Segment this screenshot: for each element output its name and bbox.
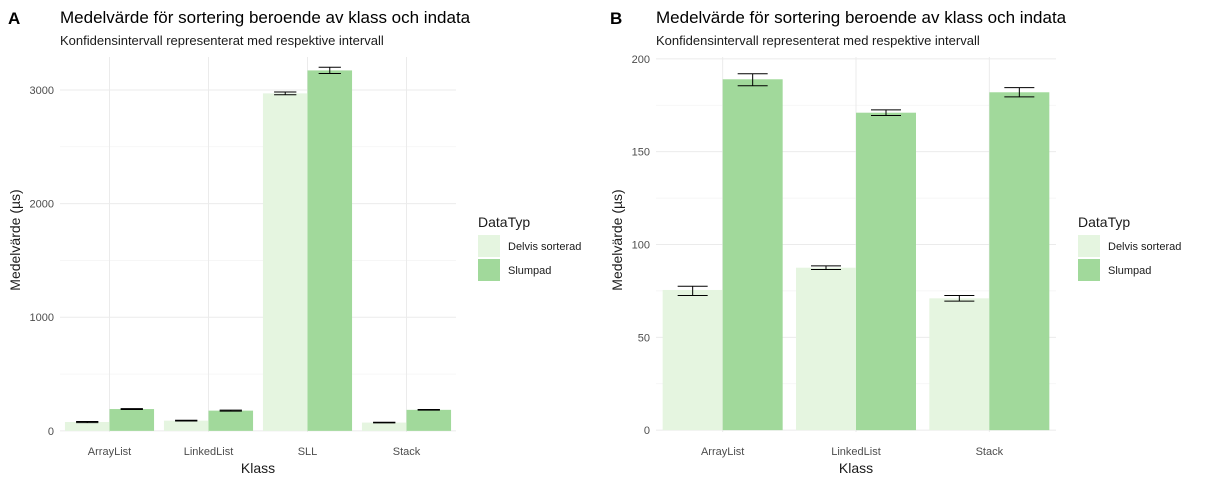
- bar-slumpad-arraylist: [722, 79, 783, 431]
- panel-a-subtitle: Konfidensintervall representerat med res…: [60, 33, 384, 48]
- panel-a-y-tick-label: 2000: [30, 199, 54, 211]
- errorbar-slumpad-linkedlist: [871, 109, 901, 116]
- panel-b-y-ticks: 0 50 100 150 200: [632, 54, 650, 437]
- bar-slumpad-sll: [307, 70, 353, 431]
- panel-b-y-tick-label: 50: [638, 332, 650, 344]
- panel-a-x-tick-label: Stack: [393, 446, 421, 458]
- bar-delvis-sorterad-sll: [262, 93, 308, 431]
- errorbar-delvis-sorterad-linkedlist: [811, 265, 841, 271]
- panel-a-legend-label-delvis-sorterad: Delvis sorterad: [508, 241, 581, 253]
- panel-a-legend-title: DataTyp: [478, 214, 530, 230]
- panel-b-subtitle: Konfidensintervall representerat med res…: [656, 33, 980, 48]
- bar-delvis-sorterad-stack: [929, 298, 990, 431]
- panel-a-y-ticks: 0 1000 2000 3000: [30, 85, 54, 438]
- panel-b-tag: B: [610, 9, 622, 28]
- panel-a-x-ticks: ArrayList LinkedList SLL Stack: [88, 446, 421, 458]
- panel-a-tag: A: [8, 9, 20, 28]
- panel-a-legend-swatch-delvis-sorterad: [478, 235, 500, 257]
- bar-slumpad-stack: [406, 409, 452, 431]
- panel-b-x-tick-label: Stack: [976, 446, 1004, 458]
- bar-slumpad-stack: [989, 92, 1050, 431]
- panel-b-y-tick-label: 100: [632, 240, 650, 252]
- panel-a-legend-label-slumpad: Slumpad: [508, 265, 551, 277]
- panel-b-x-tick-label: ArrayList: [701, 446, 744, 458]
- panel-a-x-tick-label: ArrayList: [88, 446, 131, 458]
- panel-b-y-tick-label: 200: [632, 54, 650, 66]
- panel-a-x-tick-label: LinkedList: [184, 446, 234, 458]
- panel-b-y-tick-label: 150: [632, 147, 650, 159]
- bar-slumpad-linkedlist: [856, 112, 916, 431]
- panel-b: B Medelvärde för sortering beroende av k…: [609, 8, 1181, 476]
- panel-b-title: Medelvärde för sortering beroende av kla…: [656, 8, 1067, 27]
- bar-delvis-sorterad-arraylist: [64, 422, 110, 431]
- panel-b-legend-label-delvis-sorterad: Delvis sorterad: [1108, 241, 1181, 253]
- bar-slumpad-linkedlist: [208, 410, 254, 431]
- panel-a-title: Medelvärde för sortering beroende av kla…: [60, 8, 471, 27]
- panel-b-y-tick-label: 0: [644, 425, 650, 437]
- panel-b-x-axis-label: Klass: [839, 460, 873, 476]
- errorbar-delvis-sorterad-arraylist: [76, 421, 99, 424]
- panel-b-legend-swatch-delvis-sorterad: [1078, 235, 1100, 257]
- bar-delvis-sorterad-stack: [361, 422, 407, 431]
- panel-a-y-axis-label: Medelvärde (µs): [7, 189, 23, 290]
- errorbar-delvis-sorterad-stack: [944, 295, 975, 302]
- panel-b-legend-title: DataTyp: [1078, 214, 1130, 230]
- panel-a-y-tick-label: 3000: [30, 85, 54, 97]
- panel-b-legend: DataTyp Delvis sorterad Slumpad: [1078, 214, 1181, 281]
- errorbar-slumpad-arraylist: [737, 73, 768, 87]
- panel-b-y-axis-label: Medelvärde (µs): [609, 189, 625, 290]
- errorbar-slumpad-stack: [1004, 87, 1035, 98]
- errorbar-delvis-sorterad-linkedlist: [175, 419, 198, 422]
- panel-a-y-tick-label: 1000: [30, 312, 54, 324]
- panel-a: A Medelvärde för sortering beroende av k…: [7, 8, 581, 476]
- panel-b-x-ticks: ArrayList LinkedList Stack: [701, 446, 1004, 458]
- bar-delvis-sorterad-arraylist: [662, 289, 723, 431]
- errorbar-delvis-sorterad-arraylist: [677, 285, 708, 297]
- errorbar-slumpad-linkedlist: [219, 409, 242, 412]
- panel-a-x-tick-label: SLL: [298, 446, 318, 458]
- panel-a-y-tick-label: 0: [48, 426, 54, 438]
- panel-b-bars: [662, 73, 1050, 431]
- errorbar-slumpad-sll: [318, 66, 341, 74]
- panel-b-legend-label-slumpad: Slumpad: [1108, 265, 1151, 277]
- panel-a-bars: [64, 66, 452, 431]
- errorbar-slumpad-stack: [417, 409, 440, 411]
- bar-slumpad-arraylist: [109, 409, 155, 431]
- panel-b-legend-swatch-slumpad: [1078, 259, 1100, 281]
- bar-delvis-sorterad-linkedlist: [163, 420, 209, 431]
- panel-a-x-axis-label: Klass: [241, 460, 275, 476]
- panel-a-gridlines: [60, 57, 456, 432]
- bar-delvis-sorterad-linkedlist: [796, 267, 856, 431]
- panel-a-legend: DataTyp Delvis sorterad Slumpad: [478, 214, 581, 281]
- panel-a-legend-swatch-slumpad: [478, 259, 500, 281]
- errorbar-slumpad-arraylist: [120, 408, 143, 410]
- errorbar-delvis-sorterad-stack: [373, 421, 396, 424]
- panel-b-x-tick-label: LinkedList: [831, 446, 881, 458]
- errorbar-delvis-sorterad-sll: [274, 91, 297, 96]
